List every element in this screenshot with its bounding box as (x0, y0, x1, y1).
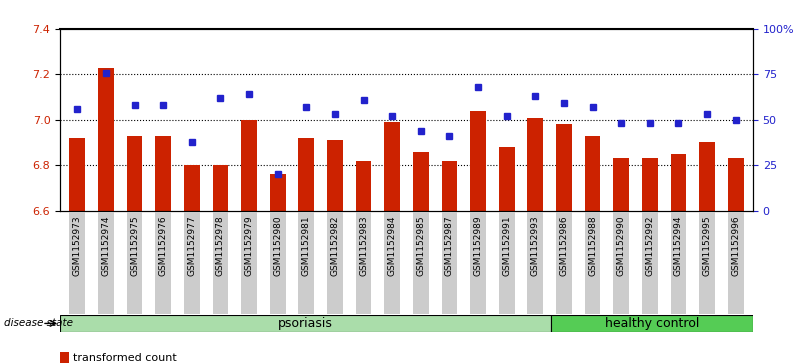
FancyBboxPatch shape (499, 212, 514, 314)
Text: GSM1152992: GSM1152992 (646, 215, 654, 276)
FancyBboxPatch shape (299, 212, 314, 314)
FancyBboxPatch shape (184, 212, 199, 314)
Text: psoriasis: psoriasis (278, 317, 333, 330)
FancyBboxPatch shape (642, 212, 658, 314)
Text: GSM1152990: GSM1152990 (617, 215, 626, 276)
Text: GSM1152987: GSM1152987 (445, 215, 454, 276)
Text: GSM1152989: GSM1152989 (473, 215, 482, 276)
Text: GSM1152981: GSM1152981 (302, 215, 311, 276)
FancyBboxPatch shape (699, 212, 715, 314)
FancyBboxPatch shape (270, 212, 285, 314)
Bar (299, 138, 314, 211)
Bar (60, 315, 551, 332)
Text: GSM1152983: GSM1152983 (359, 215, 368, 276)
FancyBboxPatch shape (556, 212, 572, 314)
FancyBboxPatch shape (441, 212, 457, 314)
Bar (60, 352, 69, 363)
Text: GSM1152976: GSM1152976 (159, 215, 167, 276)
Text: disease state: disease state (4, 318, 73, 329)
Text: GSM1152982: GSM1152982 (331, 215, 340, 276)
Text: GSM1152978: GSM1152978 (216, 215, 225, 276)
Text: GSM1152974: GSM1152974 (102, 215, 111, 276)
FancyBboxPatch shape (212, 212, 228, 314)
FancyBboxPatch shape (127, 212, 143, 314)
Text: GSM1152995: GSM1152995 (702, 215, 711, 276)
Text: GSM1152984: GSM1152984 (388, 215, 396, 276)
Bar (556, 124, 572, 211)
Bar (356, 160, 372, 211)
Bar (670, 154, 686, 211)
FancyBboxPatch shape (585, 212, 601, 314)
Text: GSM1152975: GSM1152975 (130, 215, 139, 276)
Bar (270, 174, 285, 211)
FancyBboxPatch shape (384, 212, 400, 314)
Bar (585, 136, 601, 211)
Bar (212, 165, 228, 211)
Text: GSM1152977: GSM1152977 (187, 215, 196, 276)
FancyBboxPatch shape (241, 212, 257, 314)
Bar (98, 68, 114, 211)
FancyBboxPatch shape (728, 212, 743, 314)
FancyBboxPatch shape (470, 212, 486, 314)
FancyBboxPatch shape (155, 212, 171, 314)
Bar (441, 160, 457, 211)
Bar (70, 138, 85, 211)
Bar (327, 140, 343, 211)
Bar (528, 118, 543, 211)
Text: GSM1152979: GSM1152979 (244, 215, 254, 276)
Bar (127, 136, 143, 211)
FancyBboxPatch shape (614, 212, 629, 314)
FancyBboxPatch shape (356, 212, 372, 314)
Text: healthy control: healthy control (605, 317, 699, 330)
Bar (184, 165, 199, 211)
FancyBboxPatch shape (98, 212, 114, 314)
Text: GSM1152986: GSM1152986 (559, 215, 569, 276)
Bar (614, 158, 629, 211)
Text: GSM1152996: GSM1152996 (731, 215, 740, 276)
Bar (241, 120, 257, 211)
Bar (470, 111, 486, 211)
Text: transformed count: transformed count (73, 352, 177, 363)
Bar (728, 158, 743, 211)
Text: GSM1152980: GSM1152980 (273, 215, 282, 276)
Text: GSM1152988: GSM1152988 (588, 215, 597, 276)
Bar (155, 136, 171, 211)
Bar (499, 147, 514, 211)
Text: GSM1152973: GSM1152973 (73, 215, 82, 276)
Bar (413, 151, 429, 211)
Text: GSM1152985: GSM1152985 (417, 215, 425, 276)
FancyBboxPatch shape (327, 212, 343, 314)
FancyBboxPatch shape (528, 212, 543, 314)
Bar (551, 315, 753, 332)
Bar (384, 122, 400, 211)
Text: GSM1152993: GSM1152993 (531, 215, 540, 276)
Text: GSM1152994: GSM1152994 (674, 215, 683, 276)
FancyBboxPatch shape (413, 212, 429, 314)
Bar (699, 142, 715, 211)
Text: GSM1152991: GSM1152991 (502, 215, 511, 276)
FancyBboxPatch shape (70, 212, 85, 314)
FancyBboxPatch shape (670, 212, 686, 314)
Bar (642, 158, 658, 211)
